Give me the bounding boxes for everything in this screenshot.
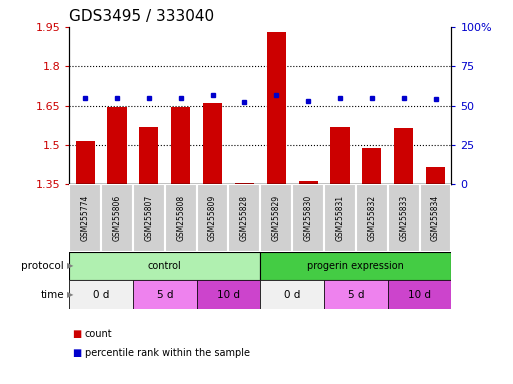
Text: count: count: [85, 329, 112, 339]
Bar: [69, 184, 101, 252]
Bar: [196, 280, 261, 309]
Text: progerin expression: progerin expression: [307, 261, 404, 271]
Bar: [261, 184, 292, 252]
Bar: [267, 32, 286, 184]
Bar: [388, 280, 451, 309]
Bar: [426, 167, 445, 184]
Bar: [203, 103, 222, 184]
Bar: [228, 184, 261, 252]
Bar: [388, 184, 420, 252]
Bar: [356, 184, 388, 252]
Bar: [196, 184, 228, 252]
Bar: [330, 127, 349, 184]
Text: GSM255832: GSM255832: [367, 195, 377, 241]
Text: ▶: ▶: [67, 262, 73, 270]
Text: GSM255833: GSM255833: [399, 195, 408, 241]
Bar: [261, 280, 324, 309]
Bar: [101, 184, 133, 252]
Bar: [299, 181, 318, 184]
Bar: [420, 184, 451, 252]
Text: GSM255828: GSM255828: [240, 195, 249, 241]
Text: GSM255774: GSM255774: [81, 195, 90, 241]
Text: GSM255829: GSM255829: [272, 195, 281, 241]
Bar: [75, 141, 95, 184]
Text: GSM255809: GSM255809: [208, 195, 217, 241]
Text: GSM255808: GSM255808: [176, 195, 185, 241]
Bar: [69, 280, 133, 309]
Text: GSM255807: GSM255807: [144, 195, 153, 241]
Bar: [140, 127, 159, 184]
Bar: [362, 147, 381, 184]
Text: GDS3495 / 333040: GDS3495 / 333040: [69, 9, 214, 24]
Text: 0 d: 0 d: [284, 290, 301, 300]
Bar: [133, 184, 165, 252]
Bar: [292, 184, 324, 252]
Text: ■: ■: [72, 348, 81, 358]
Text: 5 d: 5 d: [348, 290, 364, 300]
Bar: [133, 280, 196, 309]
Bar: [165, 184, 196, 252]
Bar: [394, 128, 413, 184]
Text: GSM255806: GSM255806: [112, 195, 122, 241]
Text: 10 d: 10 d: [408, 290, 431, 300]
Text: GSM255830: GSM255830: [304, 195, 312, 241]
Bar: [324, 184, 356, 252]
Text: ■: ■: [72, 329, 81, 339]
Bar: [108, 107, 127, 184]
Bar: [69, 252, 261, 280]
Text: GSM255834: GSM255834: [431, 195, 440, 241]
Text: control: control: [148, 261, 182, 271]
Bar: [171, 108, 190, 184]
Bar: [261, 252, 451, 280]
Text: time: time: [41, 290, 64, 300]
Text: protocol: protocol: [22, 261, 64, 271]
Text: 10 d: 10 d: [217, 290, 240, 300]
Bar: [235, 183, 254, 184]
Text: GSM255831: GSM255831: [336, 195, 344, 241]
Text: 0 d: 0 d: [93, 290, 109, 300]
Text: 5 d: 5 d: [156, 290, 173, 300]
Text: ▶: ▶: [67, 290, 73, 299]
Text: percentile rank within the sample: percentile rank within the sample: [85, 348, 250, 358]
Bar: [324, 280, 388, 309]
